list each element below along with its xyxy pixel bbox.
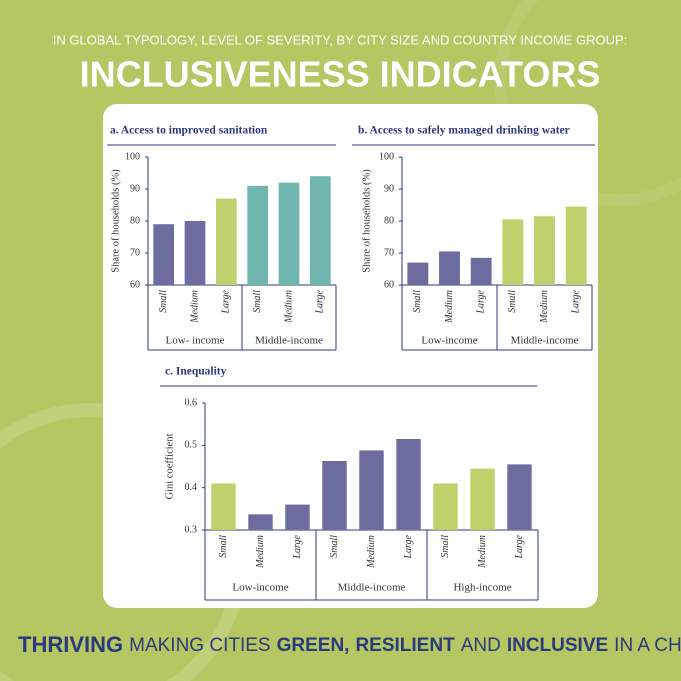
footer-segment: GREEN, [277,635,350,656]
x-tick-label: Medium [477,535,488,569]
bar [433,483,458,530]
page-title: INCLUSIVENESS INDICATORS [80,54,601,95]
bar [470,257,492,285]
x-tick-label: Medium [189,290,200,324]
bar [396,438,421,530]
x-tick-label: Medium [444,290,455,324]
bar [470,468,495,530]
x-tick-label: Medium [283,290,294,324]
x-tick-label: Large [403,534,414,559]
bar [211,483,236,530]
bar [309,176,331,285]
x-tick-label: Small [158,290,169,313]
bar [439,251,460,285]
y-tick-label: 70 [130,247,140,258]
group-label: Middle-income [338,582,406,594]
footer-segment: INCLUSIVE [507,635,608,656]
x-tick-label: Large [292,534,303,559]
y-tick-label: 100 [379,151,394,162]
bar [359,450,384,530]
group-label: Low-income [232,582,288,594]
group-label: Middle-income [255,335,323,347]
footer: THRIVING MAKING CITIES GREEN, RESILIENT AND I… [18,632,681,657]
group-label: Middle-income [511,335,579,347]
footer-segment: MAKING CITIES [129,635,270,656]
x-tick-label: Large [514,534,525,559]
x-tick-label: Small [329,535,340,558]
y-tick-label: 90 [130,183,140,194]
chart-title: b. Access to safely managed drinking wat… [358,125,570,137]
footer-segment: THRIVING [18,632,123,657]
x-tick-label: Small [252,290,263,313]
card [103,104,598,608]
y-axis-label: Share of households (%) [361,169,372,273]
x-tick-label: Large [315,289,326,314]
x-tick-label: Small [440,535,451,558]
y-tick-label: 0.5 [185,440,198,451]
bar [507,464,532,530]
x-tick-label: Medium [255,535,266,569]
kicker: IN GLOBAL TYPOLOGY, LEVEL OF SEVERITY, B… [53,32,628,47]
y-tick-label: 70 [384,247,394,258]
footer-segment: AND [461,635,501,656]
x-tick-label: Small [218,535,229,558]
chart-title: c. Inequality [165,366,227,378]
bar [502,219,524,285]
y-tick-label: 100 [125,151,140,162]
x-tick-label: Large [475,289,486,314]
x-tick-label: Large [221,289,232,314]
y-tick-label: 60 [384,279,394,290]
bar [407,262,429,285]
bar [248,514,273,530]
bar [534,216,555,285]
y-tick-label: 80 [384,215,394,226]
bar [184,221,206,285]
bar [285,504,310,530]
footer-segment: RESILIENT [355,635,455,656]
group-label: Low- income [166,335,225,347]
x-tick-label: Medium [366,535,377,569]
bar [153,224,175,285]
bar [565,206,587,285]
y-axis-label: Gini coefficient [164,433,175,499]
x-tick-label: Large [570,289,581,314]
y-tick-label: 0.4 [185,482,198,493]
bar [247,185,269,285]
y-tick-label: 0.3 [185,524,198,535]
y-tick-label: 60 [130,279,140,290]
chart-title: a. Access to improved sanitation [110,125,268,137]
x-tick-label: Medium [539,290,550,324]
y-tick-label: 80 [130,215,140,226]
y-tick-label: 0.6 [185,397,198,408]
x-tick-label: Small [507,290,518,313]
group-label: High-income [453,582,511,594]
bar [278,182,300,285]
decor [494,0,681,206]
bar [215,198,237,285]
bar [322,460,347,530]
footer-segment: IN A CHANGING CLIMATE [614,635,681,656]
group-label: Low-income [421,335,477,347]
y-axis-label: Share of households (%) [110,169,121,273]
x-tick-label: Small [412,290,423,313]
y-tick-label: 90 [384,183,394,194]
